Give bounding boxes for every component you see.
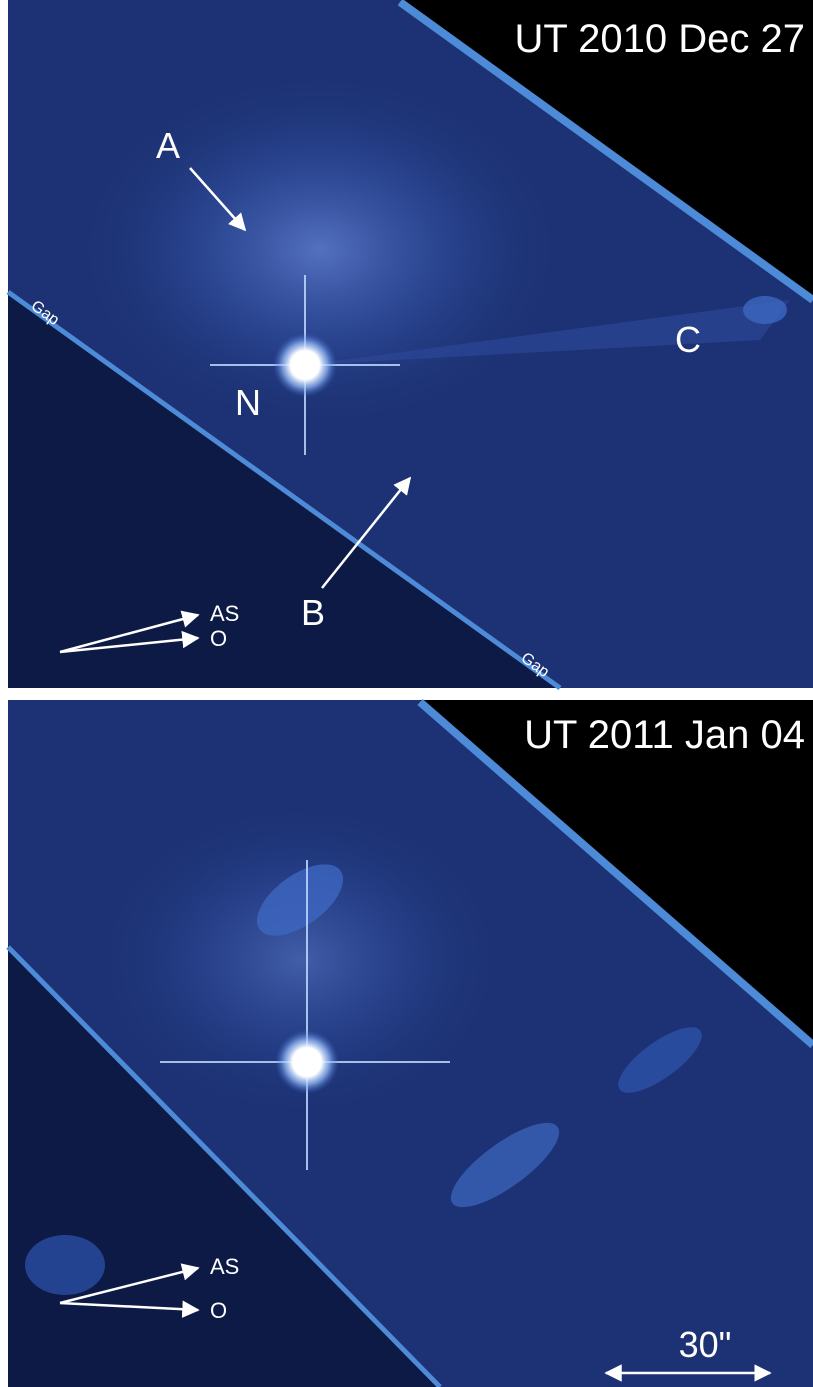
feature-label: C bbox=[675, 319, 701, 360]
nucleus bbox=[273, 333, 337, 397]
feature-label: A bbox=[156, 125, 180, 166]
nucleus bbox=[275, 1030, 339, 1094]
scale-label: 30" bbox=[679, 1324, 732, 1365]
direction-label: O bbox=[210, 1298, 227, 1323]
direction-label: O bbox=[210, 626, 227, 651]
feature-c bbox=[743, 296, 787, 324]
feature-label: B bbox=[301, 592, 325, 633]
panel-1: UT 2010 Dec 27 A N B C Gap Gap AS O bbox=[8, 0, 813, 688]
direction-label: AS bbox=[210, 601, 239, 626]
date-label: UT 2010 Dec 27 bbox=[514, 17, 805, 61]
figure: UT 2010 Dec 27 A N B C Gap Gap AS O UT 2… bbox=[0, 0, 813, 1387]
direction-label: AS bbox=[210, 1254, 239, 1279]
date-label: UT 2011 Jan 04 bbox=[524, 713, 805, 757]
panel-2: UT 2011 Jan 04 AS O 30" bbox=[8, 700, 813, 1387]
feature-label: N bbox=[235, 382, 261, 423]
ghost bbox=[25, 1235, 105, 1295]
